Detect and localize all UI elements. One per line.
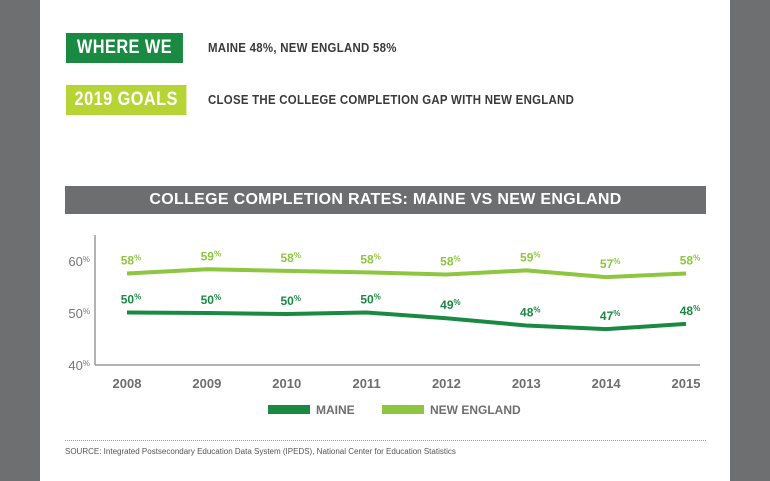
- maine-data-label: 50%: [360, 292, 380, 306]
- new-england-series-line: [126, 267, 687, 280]
- new-england-data-label: 58%: [440, 255, 460, 269]
- new-england-data-label: 59%: [201, 249, 221, 263]
- maine-data-label: 47%: [600, 309, 620, 323]
- legend-swatch-new-england: [382, 405, 424, 414]
- x-tick-label: 2013: [512, 376, 541, 391]
- goals-text: CLOSE THE COLLEGE COMPLETION GAP WITH NE…: [208, 92, 575, 107]
- x-tick-label: 2015: [672, 376, 701, 391]
- line-chart: 40% 50% 60% 2008 2009 2010 2011 2012 2013 2014 201…: [68, 235, 701, 417]
- maine-data-label: 49%: [440, 298, 460, 312]
- legend-label-maine: MAINE: [316, 403, 355, 417]
- y-tick-label: 50%: [68, 306, 90, 321]
- chart-title: COLLEGE COMPLETION RATES: MAINE VS NEW E…: [65, 186, 706, 214]
- report-page: WHERE WE ARE MAINE 48%, NEW ENGLAND 58% …: [40, 0, 730, 481]
- new-england-data-label: 59%: [520, 250, 540, 264]
- new-england-data-label: 58%: [680, 253, 700, 267]
- maine-data-label: 50%: [121, 292, 141, 306]
- x-tick-label: 2011: [352, 376, 380, 391]
- x-tick-label: 2014: [592, 376, 622, 391]
- maine-data-label: 48%: [680, 304, 700, 318]
- x-tick-label: 2012: [432, 376, 461, 391]
- goals-tag: 2019 GOALS: [66, 85, 187, 115]
- new-england-data-label: 58%: [360, 252, 380, 266]
- where-we-are-text: MAINE 48%, NEW ENGLAND 58%: [208, 40, 397, 55]
- maine-data-label: 50%: [201, 293, 221, 307]
- new-england-data-label: 58%: [280, 251, 300, 265]
- maine-data-label: 50%: [280, 294, 300, 308]
- new-england-data-label: 58%: [121, 253, 141, 267]
- maine-series-line: [126, 310, 687, 332]
- y-tick-label: 40%: [68, 358, 90, 373]
- where-we-are-tag: WHERE WE ARE: [66, 33, 183, 88]
- y-tick-label: 60%: [68, 254, 90, 269]
- legend-label-new-england: NEW ENGLAND: [430, 403, 521, 417]
- x-tick-label: 2009: [192, 376, 221, 391]
- x-tick-label: 2008: [113, 376, 142, 391]
- source-note: SOURCE: Integrated Postsecondary Educati…: [65, 447, 456, 456]
- source-divider: [65, 440, 706, 441]
- legend-swatch-maine: [268, 405, 310, 414]
- new-england-data-label: 57%: [600, 257, 620, 271]
- maine-data-label: 48%: [520, 305, 540, 319]
- x-tick-label: 2010: [272, 376, 301, 391]
